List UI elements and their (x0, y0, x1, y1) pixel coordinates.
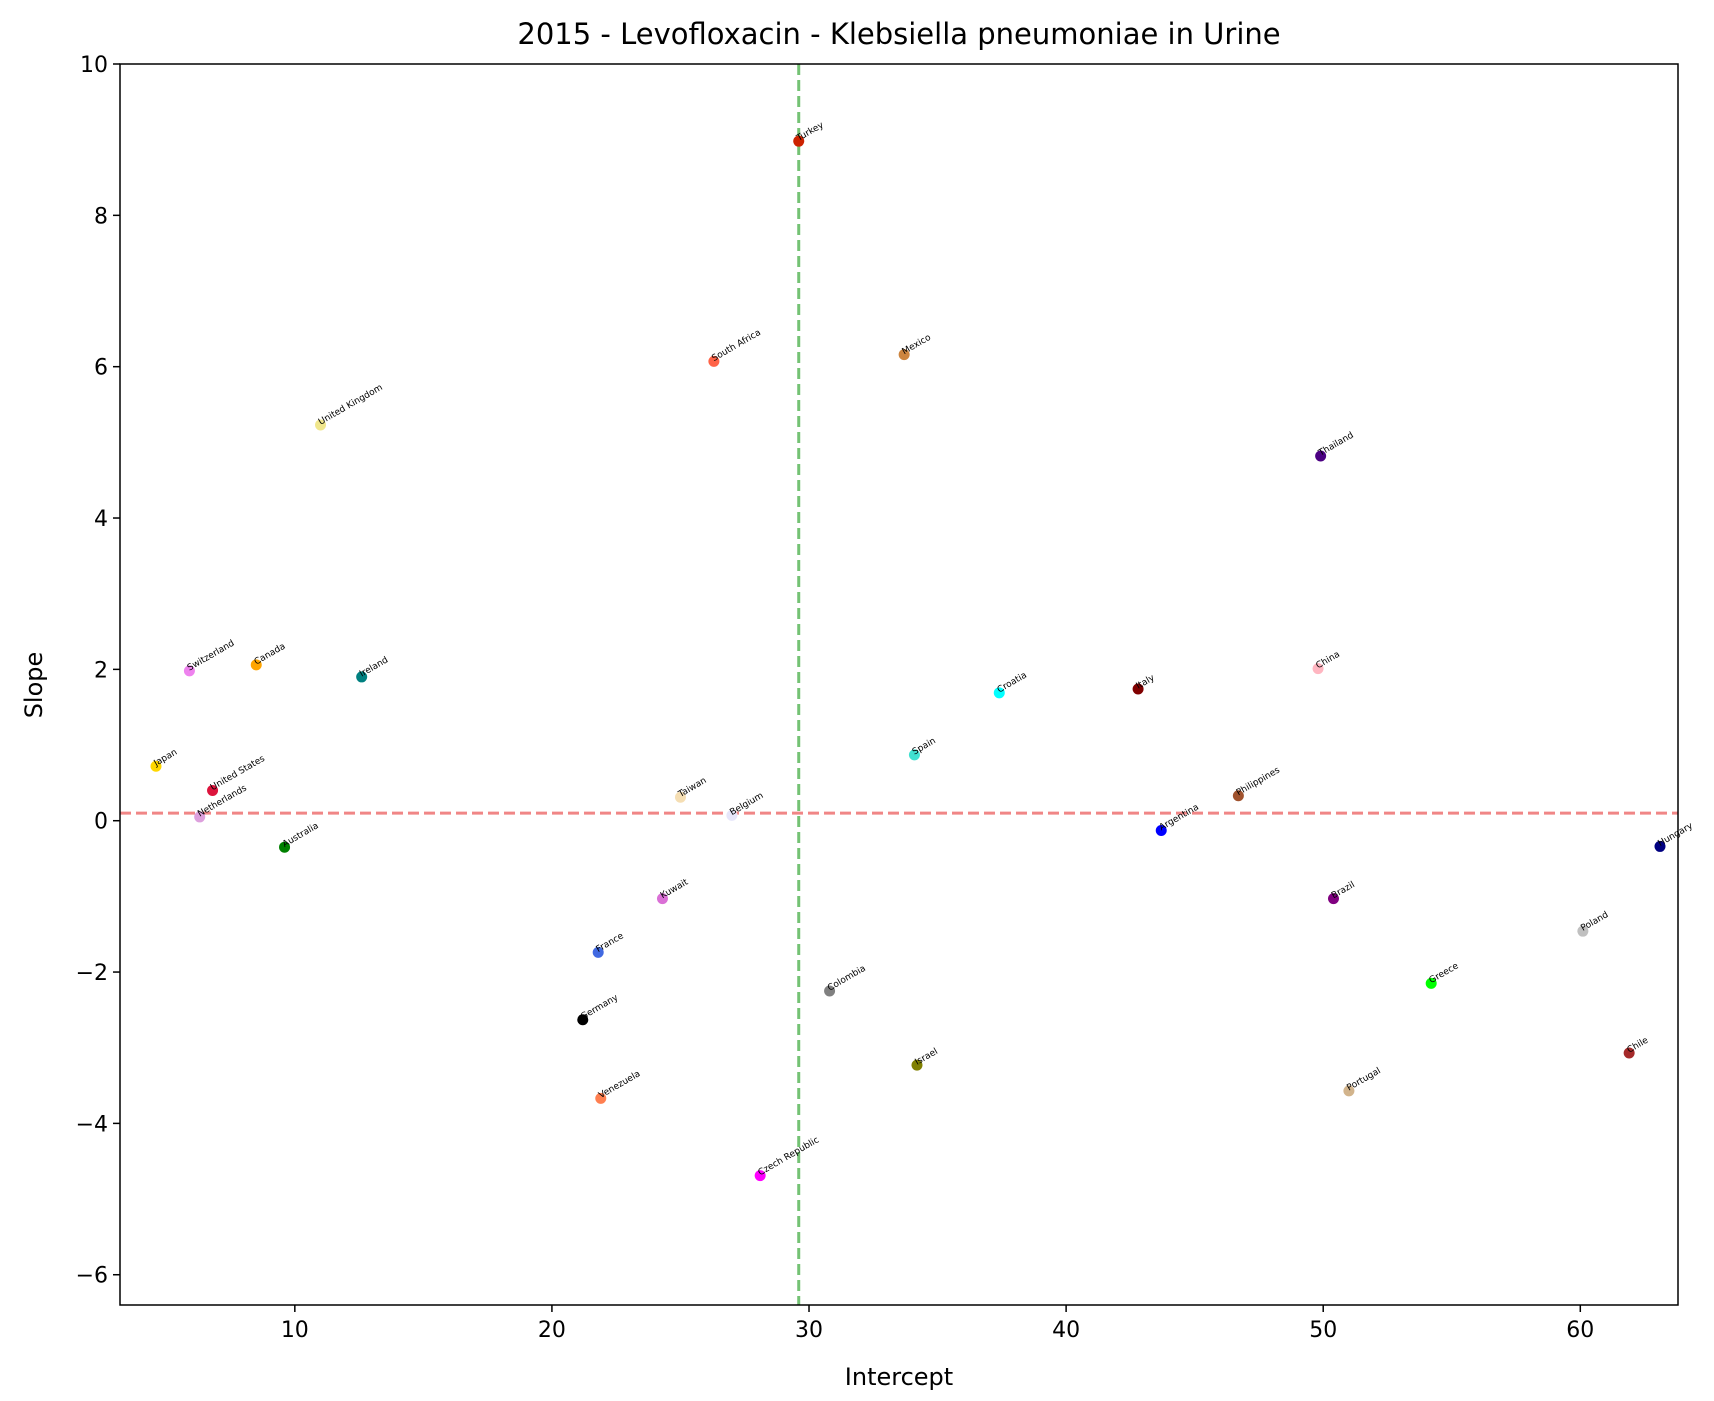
data-point (356, 671, 368, 683)
data-point (1623, 1047, 1635, 1059)
data-point (993, 687, 1005, 699)
data-point (656, 893, 668, 905)
data-point (315, 419, 327, 431)
data-point (183, 665, 195, 677)
x-axis-title: Intercept (845, 1363, 953, 1391)
x-tick-label: 10 (281, 1318, 309, 1343)
data-point (1315, 450, 1327, 462)
data-point (1155, 825, 1167, 837)
data-point (1577, 925, 1589, 937)
data-point (1312, 663, 1324, 675)
y-tick-label: 10 (80, 53, 108, 78)
data-point (824, 985, 836, 997)
data-point (754, 1170, 766, 1182)
data-point (207, 784, 219, 796)
data-point (911, 1059, 923, 1071)
y-tick-label: 6 (94, 356, 108, 381)
reference-lines (120, 64, 1678, 1305)
data-point (708, 355, 720, 367)
data-point (908, 749, 920, 761)
x-tick-label: 60 (1566, 1318, 1594, 1343)
data-point (726, 809, 738, 821)
y-tick-label: −2 (76, 961, 108, 986)
y-tick-label: −6 (76, 1264, 108, 1289)
data-point (194, 811, 206, 823)
data-points (150, 135, 1666, 1182)
y-tick-label: 8 (94, 204, 108, 229)
data-point (150, 760, 162, 772)
data-point (1132, 683, 1144, 695)
x-tick-label: 50 (1309, 1318, 1337, 1343)
y-tick-label: 0 (94, 810, 108, 835)
data-point (674, 791, 686, 803)
x-tick-label: 40 (1052, 1318, 1080, 1343)
data-point (577, 1014, 589, 1026)
y-axis-ticks: −6 −4 −2 0 2 4 6 8 10 (76, 53, 120, 1289)
y-tick-label: −4 (76, 1112, 108, 1137)
data-point (1654, 840, 1666, 852)
data-point (1425, 977, 1437, 989)
data-point (595, 1092, 607, 1104)
data-point (279, 841, 291, 853)
x-axis-ticks: 10 20 30 40 50 60 (281, 1305, 1594, 1343)
data-point (793, 135, 805, 147)
x-tick-label: 30 (795, 1318, 823, 1343)
data-point (1232, 790, 1244, 802)
data-point (1343, 1085, 1355, 1097)
x-tick-label: 20 (538, 1318, 566, 1343)
data-point (898, 349, 910, 361)
data-point (592, 946, 604, 958)
y-tick-label: 4 (94, 507, 108, 532)
plot-frame (119, 63, 1679, 1306)
chart-title: 2015 - Levofloxacin - Klebsiella pneumon… (517, 17, 1280, 51)
y-tick-label: 2 (94, 658, 108, 683)
data-point (1327, 893, 1339, 905)
y-axis-title: Slope (20, 652, 48, 719)
data-point (250, 659, 262, 671)
